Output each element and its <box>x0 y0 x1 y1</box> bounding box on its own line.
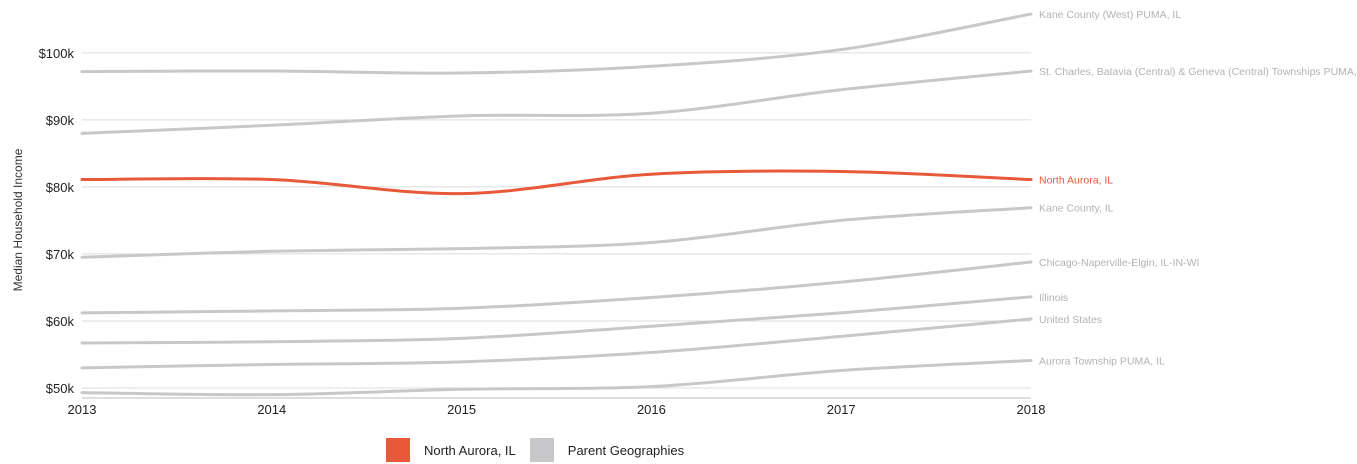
y-axis-label: Median Household Income <box>11 148 25 291</box>
series-line-kane-county-west-puma-il[interactable] <box>80 12 1033 75</box>
series-end-label: United States <box>1039 314 1102 326</box>
series-end-label: Kane County (West) PUMA, IL <box>1039 9 1181 21</box>
y-tick-label: $50k <box>46 381 75 396</box>
series-line-st-charles-batavia-central-geneva-central-townships-puma-il[interactable] <box>80 69 1033 135</box>
legend-item-parent-geographies[interactable]: Parent Geographies <box>529 438 685 462</box>
y-tick-label: $80k <box>46 180 75 195</box>
x-tick-label: 2017 <box>827 402 856 417</box>
series-line-aurora-township-puma-il[interactable] <box>80 358 1033 397</box>
legend-item-north-aurora[interactable]: North Aurora, IL <box>386 438 516 462</box>
y-tick-label: $60k <box>46 314 75 329</box>
legend-label-north-aurora: North Aurora, IL <box>424 442 516 458</box>
x-tick-label: 2018 <box>1017 402 1046 417</box>
x-tick-label: 2014 <box>257 402 286 417</box>
series-labels: Kane County (West) PUMA, IL St. Charles, … <box>1039 9 1357 367</box>
gridlines <box>82 52 1031 399</box>
x-tick-label: 2015 <box>447 402 476 417</box>
series-end-label: St. Charles, Batavia (Central) & Geneva … <box>1039 66 1357 78</box>
series-end-label: Kane County, IL <box>1039 203 1114 215</box>
series-line-north-aurora-il[interactable] <box>80 169 1033 196</box>
series-end-label: Aurora Township PUMA, IL <box>1039 355 1165 367</box>
y-tick-label: $90k <box>46 113 75 128</box>
legend-swatch-north-aurora <box>386 438 410 462</box>
series-lines <box>80 12 1033 397</box>
series-end-label: Illinois <box>1039 292 1068 304</box>
legend-swatch-parent-geographies <box>529 438 554 462</box>
x-tick-label: 2013 <box>68 402 97 417</box>
series-line-united-states[interactable] <box>80 317 1033 370</box>
legend-label-parent-geographies: Parent Geographies <box>567 442 685 458</box>
y-axis-ticks: $50k $60k $70k $80k $90k $100k <box>39 46 75 396</box>
x-tick-label: 2016 <box>637 402 666 417</box>
series-end-label: North Aurora, IL <box>1039 175 1113 187</box>
series-line-kane-county-il[interactable] <box>80 206 1033 259</box>
legend: North Aurora, IL Parent Geographies <box>386 438 698 462</box>
series-end-label: Chicago-Naperville-Elgin, IL-IN-WI <box>1039 257 1199 269</box>
series-line-chicago-naperville-elgin-il-in-wi[interactable] <box>80 260 1033 315</box>
x-axis-ticks: 2013 2014 2015 2016 2017 2018 <box>68 402 1046 417</box>
y-tick-label: $100k <box>39 46 75 61</box>
series-line-illinois[interactable] <box>80 295 1033 345</box>
y-tick-label: $70k <box>46 247 75 262</box>
